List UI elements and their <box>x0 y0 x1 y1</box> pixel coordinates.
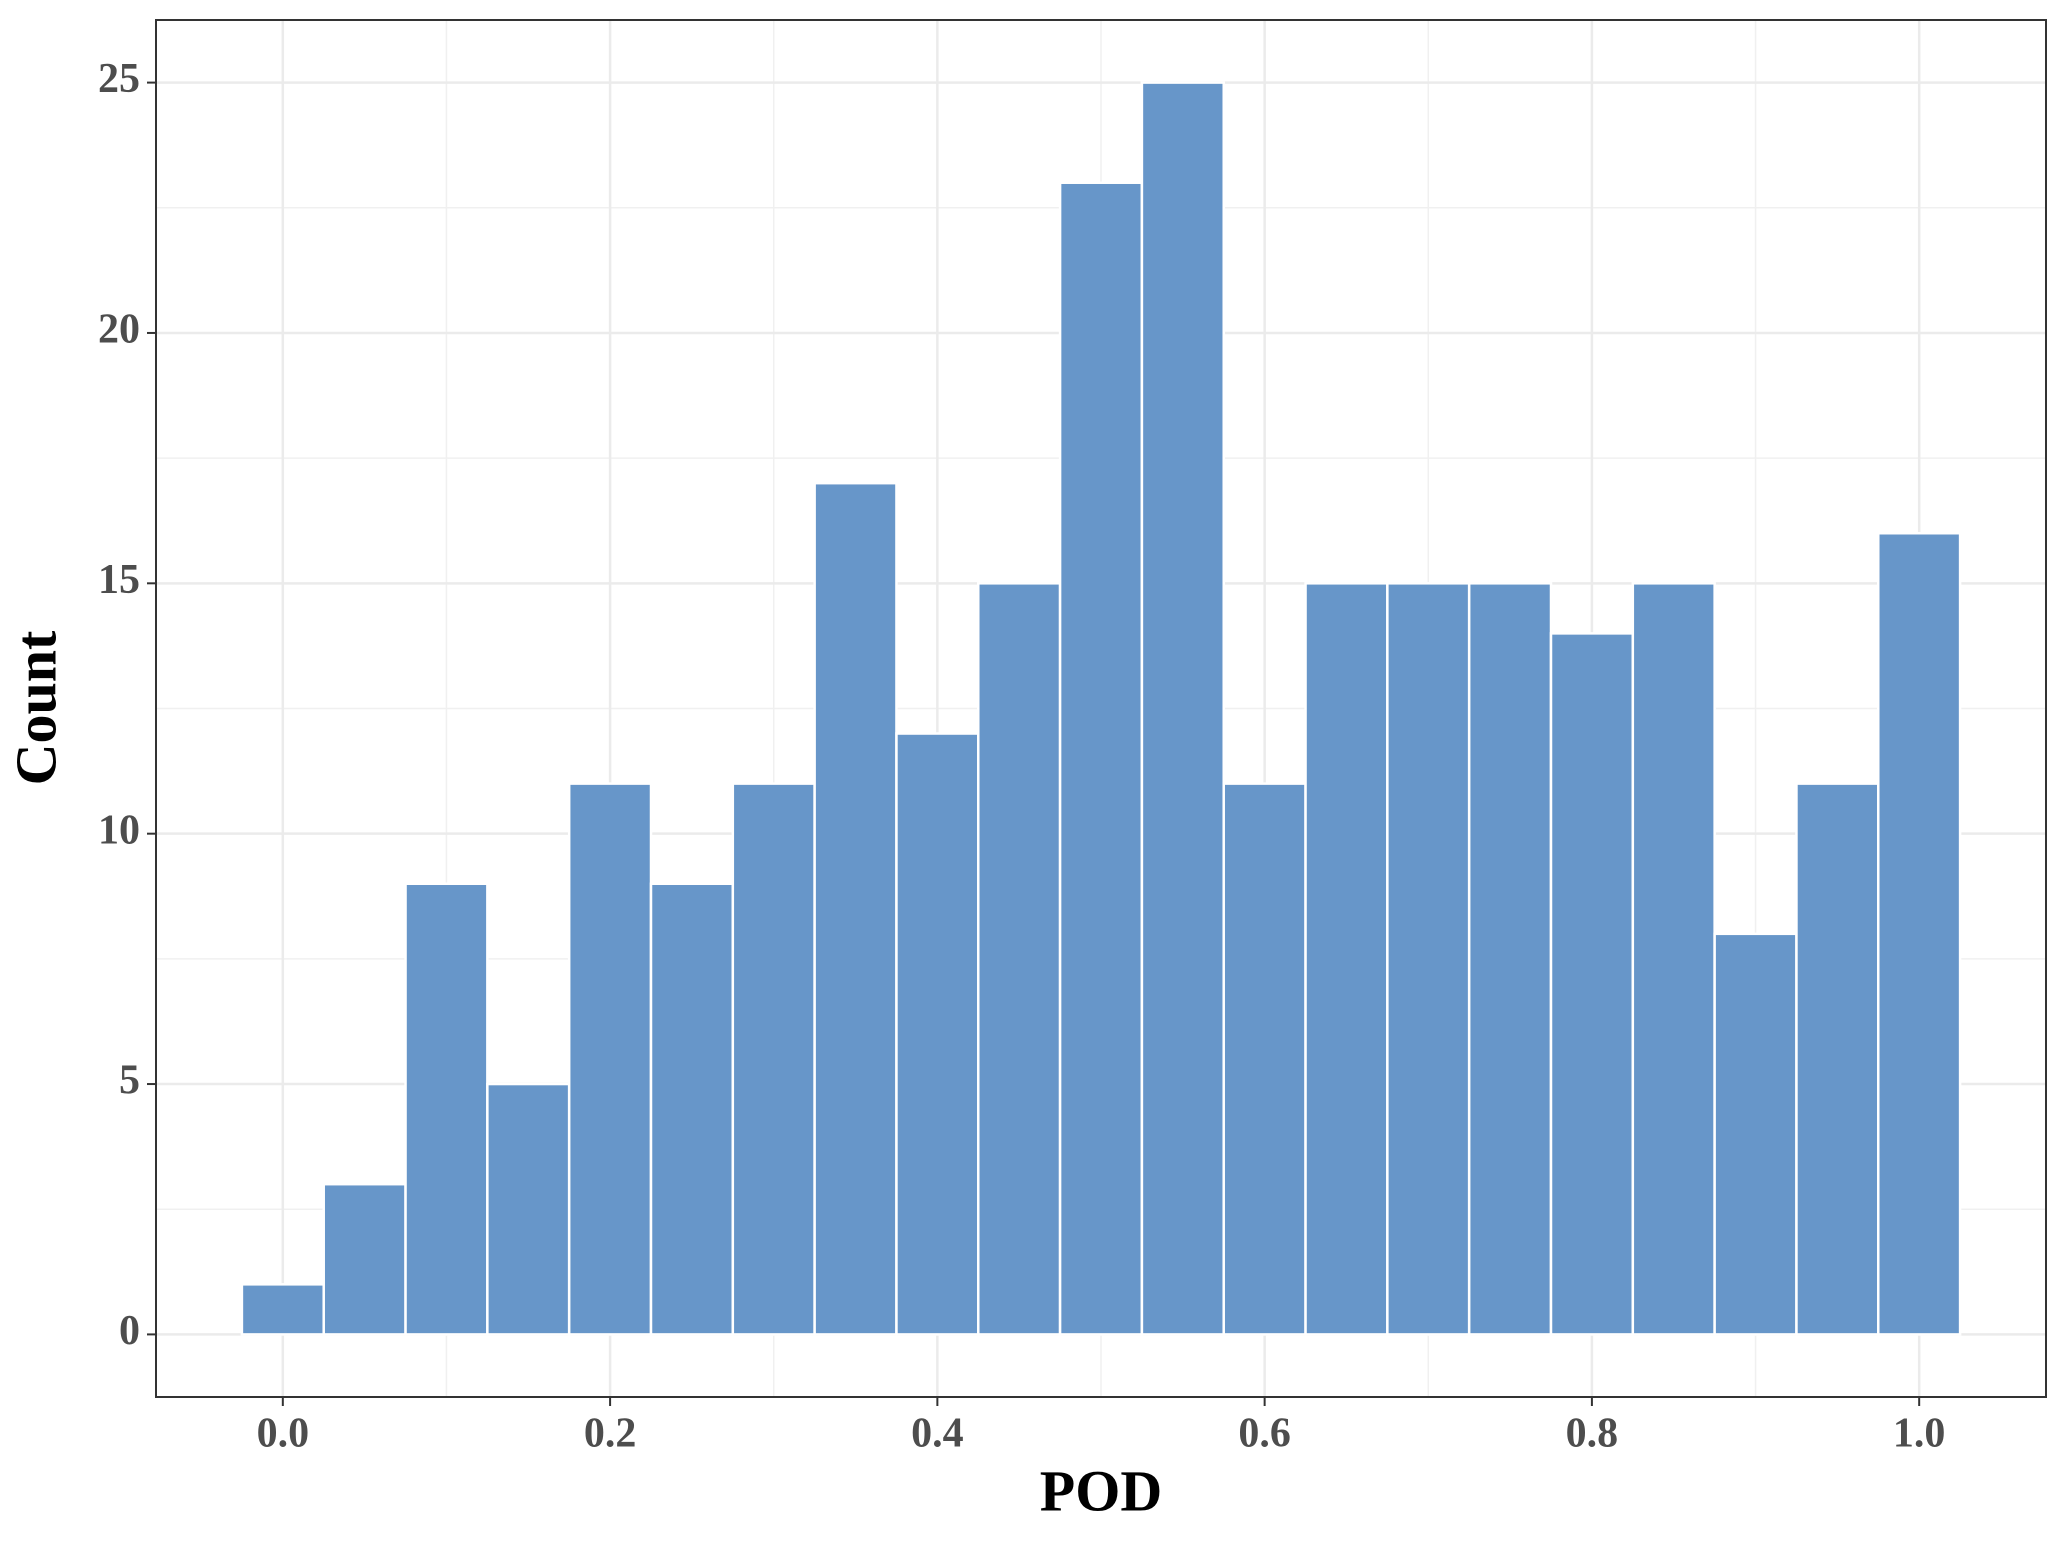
bar <box>1713 932 1798 1336</box>
x-tick-label: 0.4 <box>911 1411 964 1457</box>
bar <box>1304 582 1389 1336</box>
bar <box>1140 81 1225 1336</box>
bar <box>1549 632 1635 1336</box>
bar <box>813 481 898 1336</box>
bar <box>895 732 980 1336</box>
y-tick-label: 10 <box>98 807 140 853</box>
x-tick-label: 0.6 <box>1238 1411 1291 1457</box>
x-tick-label: 0.8 <box>1566 1411 1619 1457</box>
bar <box>240 1283 325 1336</box>
x-tick-label: 1.0 <box>1893 1411 1946 1457</box>
panel-border <box>155 19 2047 1398</box>
y-tick-label: 20 <box>98 307 140 353</box>
y-tick-label: 0 <box>119 1308 140 1354</box>
bar <box>567 782 653 1336</box>
bar <box>1467 582 1553 1336</box>
bar <box>1058 181 1144 1336</box>
bar <box>977 582 1062 1336</box>
bar <box>1222 782 1307 1336</box>
bar <box>322 1182 407 1336</box>
bar <box>1386 582 1471 1336</box>
bar <box>1795 782 1880 1336</box>
y-axis-title: Count <box>3 630 68 785</box>
bar <box>486 1082 571 1336</box>
x-tick-label: 0.2 <box>584 1411 637 1457</box>
bar <box>1877 531 1962 1336</box>
bar <box>404 882 489 1336</box>
x-tick-label: 0.0 <box>257 1411 310 1457</box>
x-axis-title: POD <box>1040 1458 1162 1523</box>
bar <box>1631 582 1716 1336</box>
y-tick-label: 5 <box>119 1058 140 1104</box>
y-tick-label: 25 <box>98 56 140 102</box>
bar <box>649 882 735 1336</box>
bar <box>731 782 816 1336</box>
y-tick-label: 15 <box>98 557 140 603</box>
